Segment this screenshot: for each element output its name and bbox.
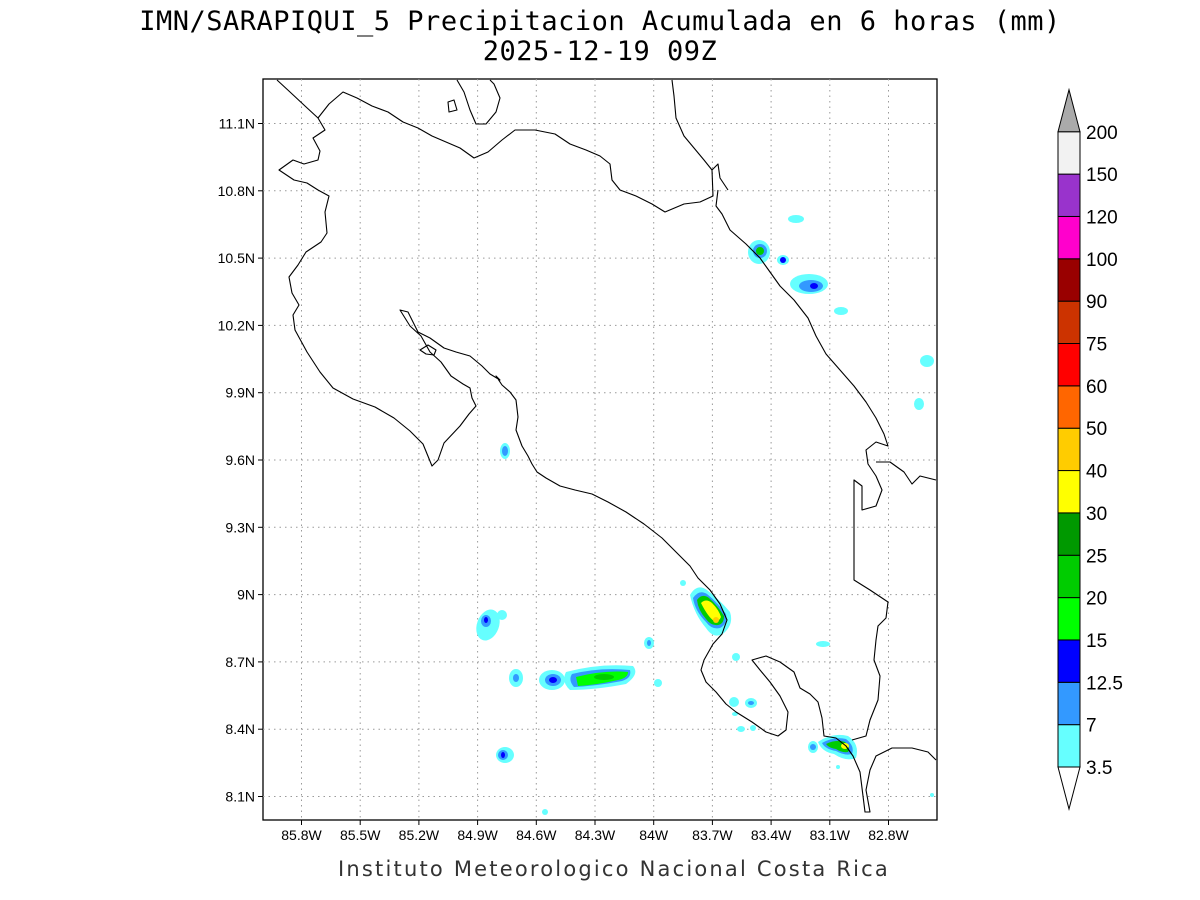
colorbar-label: 50 [1086,419,1107,440]
lat-tick-label: 9N [237,587,255,603]
lon-tick-label: 83.7W [692,827,733,843]
lat-tick-label: 9.3N [225,519,255,535]
pacific-coastline [276,79,937,813]
colorbar-swatch [1057,597,1081,641]
lon-tick-label: 84.9W [457,827,498,843]
precip-blob-golfito [808,641,934,797]
lon-tick-label: 84W [639,827,669,843]
colorbar [1057,87,1081,811]
precip-blob-ne-coast [748,215,934,410]
colorbar-upper-extend [1057,87,1081,133]
colorbar-swatch [1057,512,1081,556]
nicaragua-caribbean-coast [671,79,713,171]
longitude-tick-labels: 85.8W 85.5W 85.2W 84.9W 84.6W 84.3W 84W 83.7W 83… [281,827,909,843]
lon-tick-label: 85.8W [281,827,322,843]
map-title: IMN/SARAPIQUI_5 Precipitacion Acumulada … [139,6,1061,37]
colorbar-label: 30 [1086,504,1107,525]
lake-coast [456,79,501,125]
lon-tick-label: 83.1W [810,827,851,843]
chira-island [419,344,437,356]
lat-tick-label: 10.8N [218,183,255,199]
colorbar-label: 12.5 [1086,673,1123,694]
colorbar-label: 100 [1086,250,1118,271]
lon-tick-label: 82.8W [868,827,909,843]
colorbar-label: 150 [1086,165,1118,186]
colorbar-swatch [1057,173,1081,217]
caribbean-coastline [715,189,889,741]
colorbar-label: 60 [1086,377,1107,398]
colorbar-swatch [1057,385,1081,429]
coastlines-and-borders [276,79,937,813]
precip-blob-south-pacific [690,587,757,732]
lon-tick-label: 84.3W [575,827,616,843]
colorbar-label: 90 [1086,292,1107,313]
colorbar-swatch [1057,724,1081,768]
credit-footer: Instituto Meteorologico Nacional Costa R… [338,857,890,881]
colorbar-label: 15 [1086,631,1107,652]
lon-tick-label: 85.2W [399,827,440,843]
precipitation-shading [476,215,934,815]
colorbar-lower-extend [1057,766,1081,811]
precip-blob-nicoya [476,609,548,815]
lat-tick-label: 10.5N [218,250,255,266]
precip-blob-guapiles [500,443,510,459]
lon-tick-label: 85.5W [340,827,381,843]
colorbar-swatch [1057,258,1081,302]
north-border [317,91,729,213]
colorbar-swatch [1057,639,1081,683]
lon-tick-label: 84.6W [516,827,557,843]
lat-tick-label: 8.1N [225,789,255,805]
colorbar-label: 75 [1086,335,1107,356]
colorbar-swatch [1057,300,1081,344]
lat-tick-label: 10.2N [218,317,255,333]
colorbar-label: 200 [1086,123,1118,144]
lake-island [447,99,458,113]
colorbar-swatch [1057,427,1081,472]
colorbar-swatch [1057,343,1081,387]
colorbar-swatch [1057,681,1081,726]
colorbar-swatch [1057,554,1081,599]
colorbar-labels: 3.5 7 12.5 15 20 25 30 40 50 60 75 90 100 120 150 200 [1086,123,1123,779]
colorbar-label: 25 [1086,546,1107,567]
map-gridlines [258,79,937,825]
colorbar-swatch [1057,131,1081,175]
colorbar-label: 120 [1086,207,1118,228]
map-frame [262,78,938,821]
lat-tick-label: 9.9N [225,385,255,401]
lat-tick-label: 8.4N [225,721,255,737]
lon-tick-label: 83.4W [751,827,792,843]
precip-band-central-pacific [539,580,686,690]
lat-tick-label: 8.7N [225,654,255,670]
colorbar-swatch [1057,470,1081,514]
colorbar-label: 7 [1086,716,1097,737]
colorbar-label: 3.5 [1086,758,1112,779]
bocas-islands [876,461,937,485]
lat-tick-label: 9.6N [225,452,255,468]
colorbar-label: 40 [1086,462,1107,483]
colorbar-label: 20 [1086,589,1107,610]
colorbar-swatch [1057,215,1081,260]
map-subtitle-datetime: 2025-12-19 09Z [482,36,718,67]
lat-tick-label: 11.1N [219,116,255,132]
latitude-tick-labels: 11.1N 10.8N 10.5N 10.2N 9.9N 9.6N 9.3N 9N 8.7N 8.… [218,116,255,805]
